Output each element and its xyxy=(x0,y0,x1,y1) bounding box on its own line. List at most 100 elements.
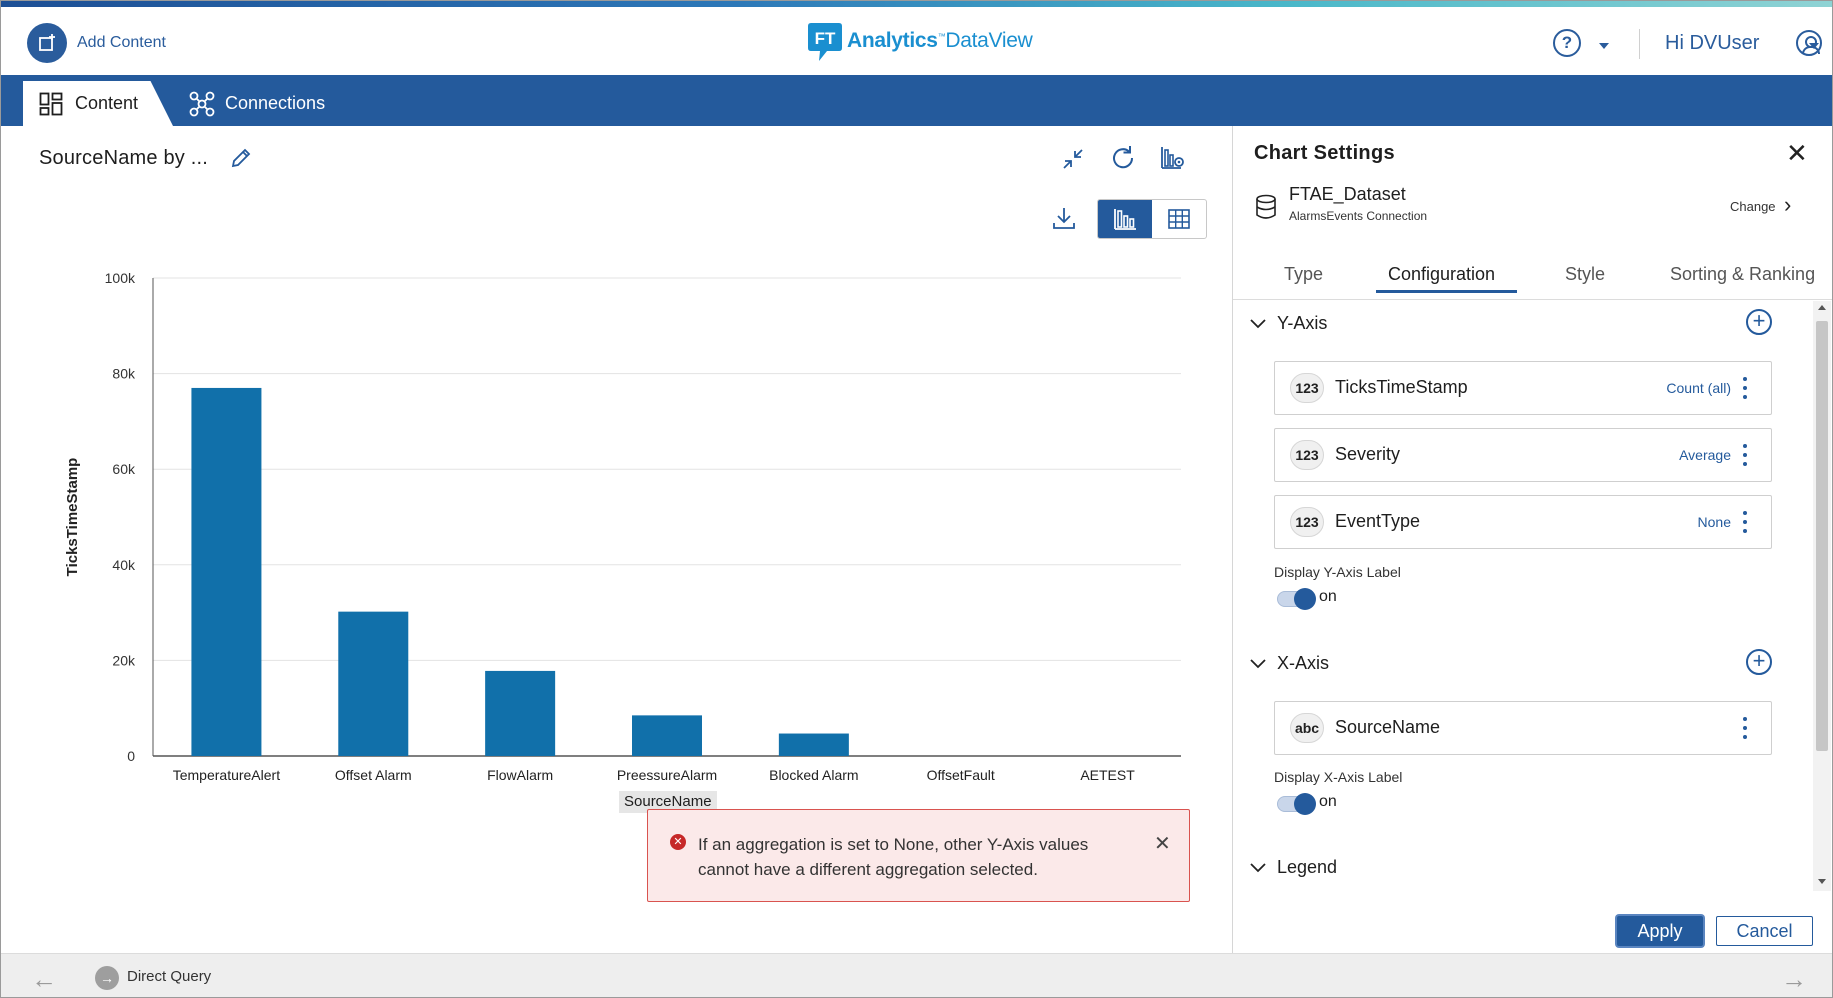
legend-label: Legend xyxy=(1277,857,1338,877)
x-axis-section-header[interactable]: X-Axis xyxy=(1249,653,1329,674)
tab-connections-label: Connections xyxy=(225,93,326,113)
y-axis-label-toggle[interactable] xyxy=(1277,588,1316,610)
user-chevron-down-icon[interactable] xyxy=(1809,43,1819,49)
bar xyxy=(485,670,556,756)
y-field-card[interactable]: 123 TicksTimeStamp Count (all) xyxy=(1274,361,1772,415)
aggregation-label[interactable]: None xyxy=(1697,514,1731,530)
change-dataset-link[interactable]: Change xyxy=(1730,199,1776,214)
back-arrow-icon[interactable]: ← xyxy=(31,964,57,994)
bar xyxy=(778,733,849,756)
table-grid-icon xyxy=(1168,209,1190,229)
x-tick-label: PreessureAlarm xyxy=(617,767,717,783)
tab-type[interactable]: Type xyxy=(1284,264,1324,284)
logo-tm: ™ xyxy=(937,32,946,41)
chevron-right-icon[interactable]: › xyxy=(1784,192,1792,217)
cancel-button[interactable]: Cancel xyxy=(1716,916,1813,946)
y-field-card[interactable]: 123 EventType None xyxy=(1274,495,1772,549)
add-x-axis-field-icon[interactable]: + xyxy=(1746,649,1772,675)
direct-query-icon: → xyxy=(95,966,119,990)
x-tick-label: AETEST xyxy=(1080,767,1135,783)
field-name: TicksTimeStamp xyxy=(1335,377,1468,397)
y-axis-section-header[interactable]: Y-Axis xyxy=(1249,313,1327,334)
kebab-menu-icon[interactable] xyxy=(1743,511,1747,533)
x-tick-label: Blocked Alarm xyxy=(769,767,858,783)
y-tick-label: 80k xyxy=(112,366,136,382)
database-icon xyxy=(1255,194,1277,225)
add-y-axis-field-icon[interactable]: + xyxy=(1746,309,1772,335)
chart-title: SourceName by ... xyxy=(39,147,209,169)
error-close-icon[interactable]: ✕ xyxy=(1154,833,1171,855)
direct-query-label: Direct Query xyxy=(127,968,212,985)
settings-scrollbar[interactable] xyxy=(1813,301,1831,891)
tab-configuration[interactable]: Configuration xyxy=(1388,264,1496,284)
close-icon[interactable]: ✕ xyxy=(1786,138,1808,168)
tab-content[interactable]: Content xyxy=(23,81,173,126)
collapse-icon[interactable] xyxy=(1061,147,1085,176)
tab-connections[interactable]: Connections xyxy=(189,81,325,126)
y-axis-toggle-state: on xyxy=(1319,588,1337,605)
scroll-down-icon[interactable] xyxy=(1818,879,1826,884)
edit-pencil-icon[interactable] xyxy=(229,146,253,175)
add-content-button[interactable]: Add Content xyxy=(27,23,166,63)
text-type-badge: abc xyxy=(1290,713,1324,743)
app-logo: FT Analytics™DataView xyxy=(807,21,1033,61)
y-axis-label: Y-Axis xyxy=(1277,313,1328,333)
main-nav: Content Connections xyxy=(1,75,1832,126)
display-x-axis-label-text: Display X-Axis Label xyxy=(1274,769,1403,785)
error-message: If an aggregation is set to None, other … xyxy=(698,835,1089,879)
tab-style[interactable]: Style xyxy=(1565,264,1606,284)
chevron-down-icon xyxy=(1250,658,1266,668)
forward-arrow-icon[interactable]: → xyxy=(1781,964,1807,994)
header-divider xyxy=(1639,29,1640,59)
chart-settings-panel: Chart Settings ✕ FTAE_Dataset AlarmsEven… xyxy=(1232,126,1832,953)
chevron-down-icon xyxy=(1250,862,1266,872)
kebab-menu-icon[interactable] xyxy=(1743,444,1747,466)
y-axis-title: TicksTimeStamp xyxy=(64,458,81,577)
bar-chart-icon xyxy=(1114,209,1136,230)
logo-brand: Analytics xyxy=(847,29,938,52)
table-view-button[interactable] xyxy=(1152,200,1206,238)
add-content-icon xyxy=(27,23,67,63)
y-tick-label: 20k xyxy=(112,652,136,668)
app-header: Add Content FT Analytics™DataView ? Hi D… xyxy=(1,7,1832,75)
user-greeting[interactable]: Hi DVUser xyxy=(1665,32,1760,54)
field-name: EventType xyxy=(1335,511,1421,531)
active-tab-indicator xyxy=(1376,290,1517,293)
scroll-up-icon[interactable] xyxy=(1818,305,1826,310)
help-icon[interactable]: ? xyxy=(1553,29,1581,57)
dataset-name: FTAE_Dataset xyxy=(1289,184,1406,204)
x-axis-title: SourceName xyxy=(619,791,717,813)
y-tick-label: 40k xyxy=(112,557,136,573)
chart-view-button[interactable] xyxy=(1098,200,1152,238)
kebab-menu-icon[interactable] xyxy=(1743,377,1747,399)
y-tick-label: 100k xyxy=(105,270,136,286)
scroll-thumb[interactable] xyxy=(1816,321,1828,751)
numeric-type-badge: 123 xyxy=(1290,440,1324,470)
bar-chart: 0 20k 40k 60k 80k 100k TemperatureAlert Offset … xyxy=(51,256,1201,821)
y-field-card[interactable]: 123 Severity Average xyxy=(1274,428,1772,482)
y-tick-label: 60k xyxy=(112,461,136,477)
download-icon[interactable] xyxy=(1051,205,1077,236)
bar-chart-svg: 0 20k 40k 60k 80k 100k TemperatureAlert Offset … xyxy=(64,270,1181,783)
chart-settings-icon[interactable] xyxy=(1159,144,1187,177)
add-content-label: Add Content xyxy=(77,34,166,51)
x-axis-toggle-state: on xyxy=(1319,793,1337,810)
bar xyxy=(191,387,262,756)
x-tick-label: Offset Alarm xyxy=(335,767,412,783)
x-field-card[interactable]: abc SourceName xyxy=(1274,701,1772,755)
x-axis-label-toggle[interactable] xyxy=(1277,793,1316,815)
x-tick-label: OffsetFault xyxy=(927,767,995,783)
aggregation-label[interactable]: Count (all) xyxy=(1666,380,1731,396)
tab-sorting-ranking[interactable]: Sorting & Ranking xyxy=(1670,264,1816,284)
connections-icon xyxy=(189,91,215,116)
aggregation-label[interactable]: Average xyxy=(1679,447,1731,463)
kebab-menu-icon[interactable] xyxy=(1743,717,1747,739)
legend-section-header[interactable]: Legend xyxy=(1249,857,1337,878)
settings-tabs: Type Configuration Style Sorting & Ranki… xyxy=(1233,250,1832,300)
apply-button[interactable]: Apply xyxy=(1617,916,1703,946)
dashboard-grid-icon xyxy=(39,92,63,115)
refresh-icon[interactable] xyxy=(1109,144,1137,177)
help-chevron-down-icon[interactable] xyxy=(1599,43,1609,49)
x-tick-label: FlowAlarm xyxy=(487,767,553,783)
